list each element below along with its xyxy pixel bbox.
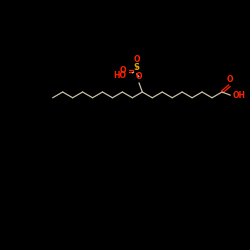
Text: O: O [120,66,126,76]
Text: OH: OH [232,91,245,100]
Text: S: S [134,63,140,72]
Text: HO: HO [114,72,126,80]
Text: O: O [133,55,140,64]
Text: O: O [227,75,233,84]
Text: O: O [136,72,142,81]
